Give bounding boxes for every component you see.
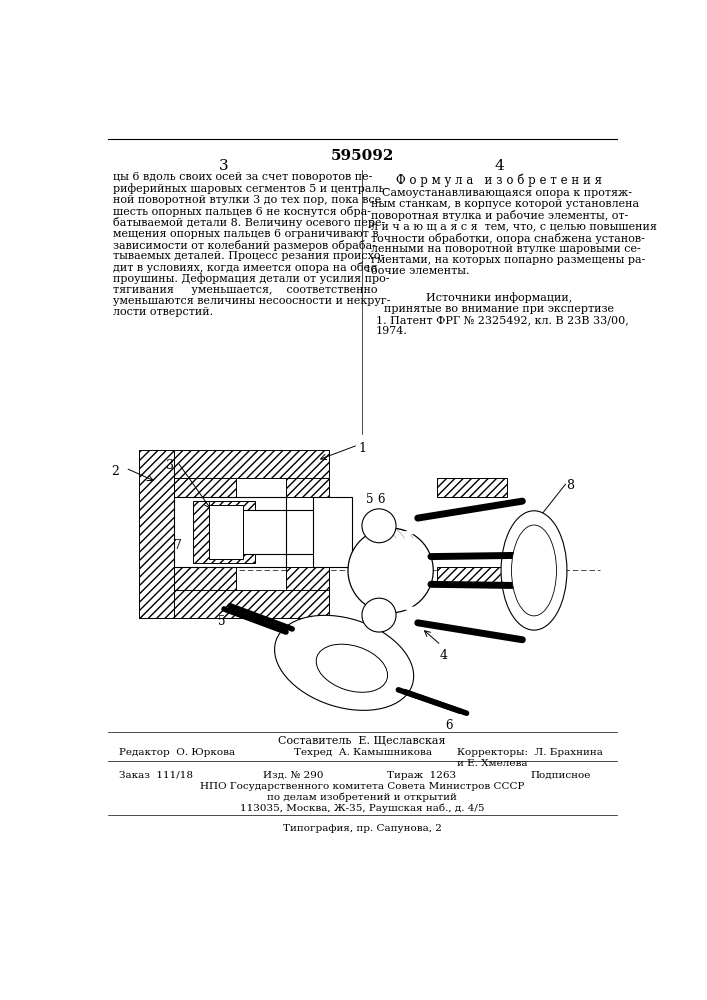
Text: 595092: 595092: [330, 149, 394, 163]
Polygon shape: [286, 478, 329, 497]
Text: тываемых деталей. Процесс резания происхо-: тываемых деталей. Процесс резания происх…: [113, 251, 385, 261]
Polygon shape: [437, 567, 507, 586]
Text: и Е. Хмелева: и Е. Хмелева: [457, 759, 527, 768]
Ellipse shape: [316, 644, 387, 692]
Text: 8: 8: [566, 479, 574, 492]
Text: 4: 4: [440, 649, 448, 662]
Text: 1. Патент ФРГ № 2325492, кл. В 23В 33/00,: 1. Патент ФРГ № 2325492, кл. В 23В 33/00…: [376, 315, 629, 325]
Polygon shape: [437, 478, 507, 497]
Text: 113035, Москва, Ж-35, Раушская наб., д. 4/5: 113035, Москва, Ж-35, Раушская наб., д. …: [240, 804, 484, 813]
Text: Техред  А. Камышникова: Техред А. Камышникова: [293, 748, 432, 757]
Text: 10: 10: [365, 265, 378, 274]
Ellipse shape: [512, 525, 556, 616]
Ellipse shape: [501, 511, 567, 630]
Text: Составитель  Е. Щеславская: Составитель Е. Щеславская: [278, 736, 445, 746]
Text: Источники информации,: Источники информации,: [426, 292, 572, 303]
Text: уменьшаются величины несоосности и некруг-: уменьшаются величины несоосности и некру…: [113, 296, 390, 306]
Text: Заказ  111/18: Заказ 111/18: [119, 771, 194, 780]
Text: 5: 5: [218, 615, 226, 628]
Text: 3: 3: [166, 459, 174, 472]
Text: Ф о р м у л а   и з о б р е т е н и я: Ф о р м у л а и з о б р е т е н и я: [396, 174, 602, 187]
Ellipse shape: [274, 615, 414, 710]
Polygon shape: [243, 510, 344, 554]
Polygon shape: [139, 590, 329, 618]
Polygon shape: [209, 505, 243, 559]
Text: 1: 1: [358, 442, 366, 455]
Text: 7: 7: [174, 539, 182, 552]
Circle shape: [362, 598, 396, 632]
Text: дит в условиях, когда имеется опора на обе: дит в условиях, когда имеется опора на о…: [113, 262, 370, 273]
Polygon shape: [313, 497, 352, 567]
Text: НПО Государственного комитета Совета Министров СССР: НПО Государственного комитета Совета Мин…: [200, 782, 524, 791]
Text: Корректоры:  Л. Брахнина: Корректоры: Л. Брахнина: [457, 748, 602, 757]
Text: 5: 5: [366, 493, 373, 506]
Circle shape: [348, 528, 433, 613]
Text: л и ч а ю щ а я с я  тем, что, с целью повышения: л и ч а ю щ а я с я тем, что, с целью по…: [371, 221, 657, 231]
Text: бочие элементы.: бочие элементы.: [371, 266, 469, 276]
Text: шесть опорных пальцев 6 не коснутся обра-: шесть опорных пальцев 6 не коснутся обра…: [113, 206, 371, 217]
Polygon shape: [174, 478, 235, 497]
Polygon shape: [139, 450, 174, 618]
Polygon shape: [286, 567, 329, 590]
Text: 5: 5: [367, 220, 373, 229]
Text: Типография, пр. Сапунова, 2: Типография, пр. Сапунова, 2: [283, 824, 441, 833]
Text: мещения опорных пальцев 6 ограничивают в: мещения опорных пальцев 6 ограничивают в: [113, 229, 379, 239]
Text: Самоустанавливающаяся опора к протяж-: Самоустанавливающаяся опора к протяж-: [382, 188, 632, 198]
Text: батываемой детали 8. Величину осевого пере-: батываемой детали 8. Величину осевого пе…: [113, 217, 385, 228]
Text: по делам изобретений и открытий: по делам изобретений и открытий: [267, 793, 457, 802]
Text: гментами, на которых попарно размещены ра-: гментами, на которых попарно размещены р…: [371, 255, 645, 265]
Text: 2: 2: [112, 465, 119, 478]
Polygon shape: [174, 497, 286, 567]
Text: риферийных шаровых сегментов 5 и централь-: риферийных шаровых сегментов 5 и централ…: [113, 184, 388, 194]
Text: 6: 6: [378, 493, 385, 506]
Text: лости отверстий.: лости отверстий.: [113, 307, 214, 317]
Text: поворотная втулка и рабочие элементы, от-: поворотная втулка и рабочие элементы, от…: [371, 210, 629, 221]
Polygon shape: [139, 450, 329, 478]
Text: принятые во внимание при экспертизе: принятые во внимание при экспертизе: [384, 304, 614, 314]
Text: ной поворотной втулки 3 до тех пор, пока все: ной поворотной втулки 3 до тех пор, пока…: [113, 195, 381, 205]
Text: Редактор  О. Юркова: Редактор О. Юркова: [119, 748, 235, 757]
Text: проушины. Деформация детали от усилия про-: проушины. Деформация детали от усилия пр…: [113, 274, 390, 284]
Text: 3: 3: [219, 158, 229, 172]
Text: Изд. № 290: Изд. № 290: [263, 771, 323, 780]
Text: Тираж  1263: Тираж 1263: [387, 771, 456, 780]
Text: тягивания     уменьшается,    соответственно: тягивания уменьшается, соответственно: [113, 285, 378, 295]
Text: 1974.: 1974.: [376, 326, 408, 336]
Text: цы 6 вдоль своих осей за счет поворотов пе-: цы 6 вдоль своих осей за счет поворотов …: [113, 172, 373, 182]
Text: ленными на поворотной втулке шаровыми се-: ленными на поворотной втулке шаровыми се…: [371, 244, 641, 254]
Text: ным станкам, в корпусе которой установлена: ным станкам, в корпусе которой установле…: [371, 199, 639, 209]
Circle shape: [362, 509, 396, 543]
Polygon shape: [174, 567, 235, 590]
Text: зависимости от колебаний размеров обраба-: зависимости от колебаний размеров обраба…: [113, 240, 376, 251]
Text: Подписное: Подписное: [530, 771, 590, 780]
Text: точности обработки, опора снабжена установ-: точности обработки, опора снабжена устан…: [371, 233, 645, 244]
Text: 4: 4: [494, 158, 504, 172]
Text: 6: 6: [445, 719, 452, 732]
Polygon shape: [193, 501, 255, 563]
